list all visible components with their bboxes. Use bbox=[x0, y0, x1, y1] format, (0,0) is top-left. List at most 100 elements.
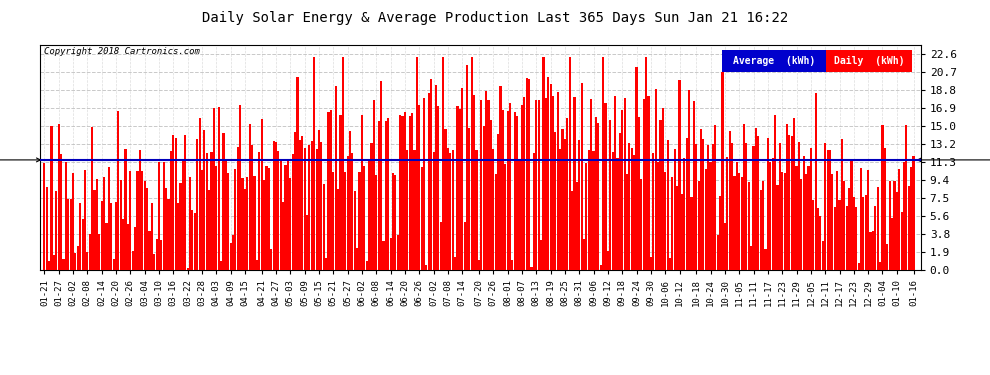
Bar bbox=[783, 172, 786, 270]
Bar bbox=[67, 200, 69, 270]
Bar bbox=[666, 140, 668, 270]
Bar bbox=[174, 138, 177, 270]
Bar bbox=[774, 116, 776, 270]
Bar bbox=[206, 153, 208, 270]
Bar bbox=[402, 116, 404, 270]
Bar bbox=[84, 170, 86, 270]
Bar bbox=[822, 241, 824, 270]
Bar bbox=[812, 201, 815, 270]
Bar bbox=[321, 142, 323, 270]
Bar bbox=[215, 166, 218, 270]
Bar bbox=[636, 66, 638, 270]
Bar bbox=[466, 65, 468, 270]
Bar bbox=[282, 202, 284, 270]
Bar bbox=[356, 248, 358, 270]
Bar bbox=[382, 242, 384, 270]
Bar bbox=[559, 149, 561, 270]
Bar bbox=[232, 235, 234, 270]
Bar bbox=[641, 179, 643, 270]
Bar bbox=[850, 161, 852, 270]
Bar bbox=[872, 231, 874, 270]
Bar bbox=[318, 130, 320, 270]
Bar bbox=[110, 202, 112, 270]
Bar bbox=[808, 166, 810, 270]
Bar bbox=[754, 128, 757, 270]
Bar bbox=[800, 179, 802, 270]
Bar bbox=[218, 106, 220, 270]
Bar bbox=[509, 104, 511, 270]
Bar bbox=[673, 149, 676, 270]
Bar bbox=[260, 119, 262, 270]
Bar bbox=[633, 156, 636, 270]
Bar bbox=[549, 84, 551, 270]
Bar bbox=[433, 152, 435, 270]
Bar bbox=[211, 153, 213, 270]
Bar bbox=[182, 159, 184, 270]
Bar bbox=[554, 132, 556, 270]
Bar bbox=[203, 130, 206, 270]
Bar bbox=[370, 142, 372, 270]
Bar bbox=[690, 196, 693, 270]
Bar bbox=[299, 140, 301, 270]
Bar bbox=[893, 182, 896, 270]
Bar bbox=[69, 200, 71, 270]
Bar bbox=[576, 182, 578, 270]
Bar bbox=[423, 98, 425, 270]
Bar bbox=[244, 189, 247, 270]
Bar bbox=[544, 98, 546, 270]
Bar bbox=[827, 150, 829, 270]
Bar bbox=[220, 261, 222, 270]
Bar bbox=[693, 101, 695, 270]
Bar bbox=[46, 187, 48, 270]
Bar bbox=[96, 179, 98, 270]
Bar bbox=[590, 99, 592, 270]
Bar bbox=[514, 112, 516, 270]
Bar bbox=[712, 144, 714, 270]
Bar bbox=[767, 138, 769, 270]
Bar bbox=[301, 136, 303, 270]
Bar bbox=[824, 143, 827, 270]
Bar bbox=[602, 57, 604, 270]
Bar bbox=[487, 100, 490, 270]
Bar bbox=[418, 105, 421, 270]
Bar bbox=[162, 162, 165, 270]
Bar bbox=[130, 171, 132, 270]
Bar bbox=[901, 212, 903, 270]
Bar bbox=[213, 108, 215, 270]
Bar bbox=[869, 232, 871, 270]
Bar bbox=[387, 118, 389, 270]
Bar bbox=[839, 200, 841, 270]
Bar bbox=[621, 110, 624, 270]
Bar bbox=[762, 181, 764, 270]
Bar bbox=[270, 249, 272, 270]
Bar bbox=[416, 57, 418, 270]
Bar bbox=[566, 118, 568, 270]
Bar bbox=[93, 190, 96, 270]
Bar bbox=[747, 182, 749, 270]
Bar bbox=[769, 162, 771, 270]
Bar bbox=[592, 152, 595, 270]
Bar bbox=[832, 174, 834, 270]
Bar bbox=[177, 203, 179, 270]
Bar bbox=[528, 79, 531, 270]
Bar bbox=[89, 234, 91, 270]
Bar bbox=[296, 77, 299, 270]
Bar bbox=[223, 133, 225, 270]
Bar bbox=[671, 177, 673, 270]
Bar bbox=[580, 82, 583, 270]
Bar bbox=[346, 156, 348, 270]
Text: Average  (kWh): Average (kWh) bbox=[734, 56, 816, 66]
Bar bbox=[564, 139, 566, 270]
Bar bbox=[626, 174, 628, 270]
Bar bbox=[497, 134, 499, 270]
Bar bbox=[358, 172, 360, 270]
Bar bbox=[617, 158, 619, 270]
Bar bbox=[292, 154, 294, 270]
Bar bbox=[752, 147, 754, 270]
Bar bbox=[521, 105, 523, 270]
Bar bbox=[289, 178, 291, 270]
Bar bbox=[855, 207, 857, 270]
Bar bbox=[375, 175, 377, 270]
Bar bbox=[348, 131, 351, 270]
Bar bbox=[729, 130, 731, 270]
